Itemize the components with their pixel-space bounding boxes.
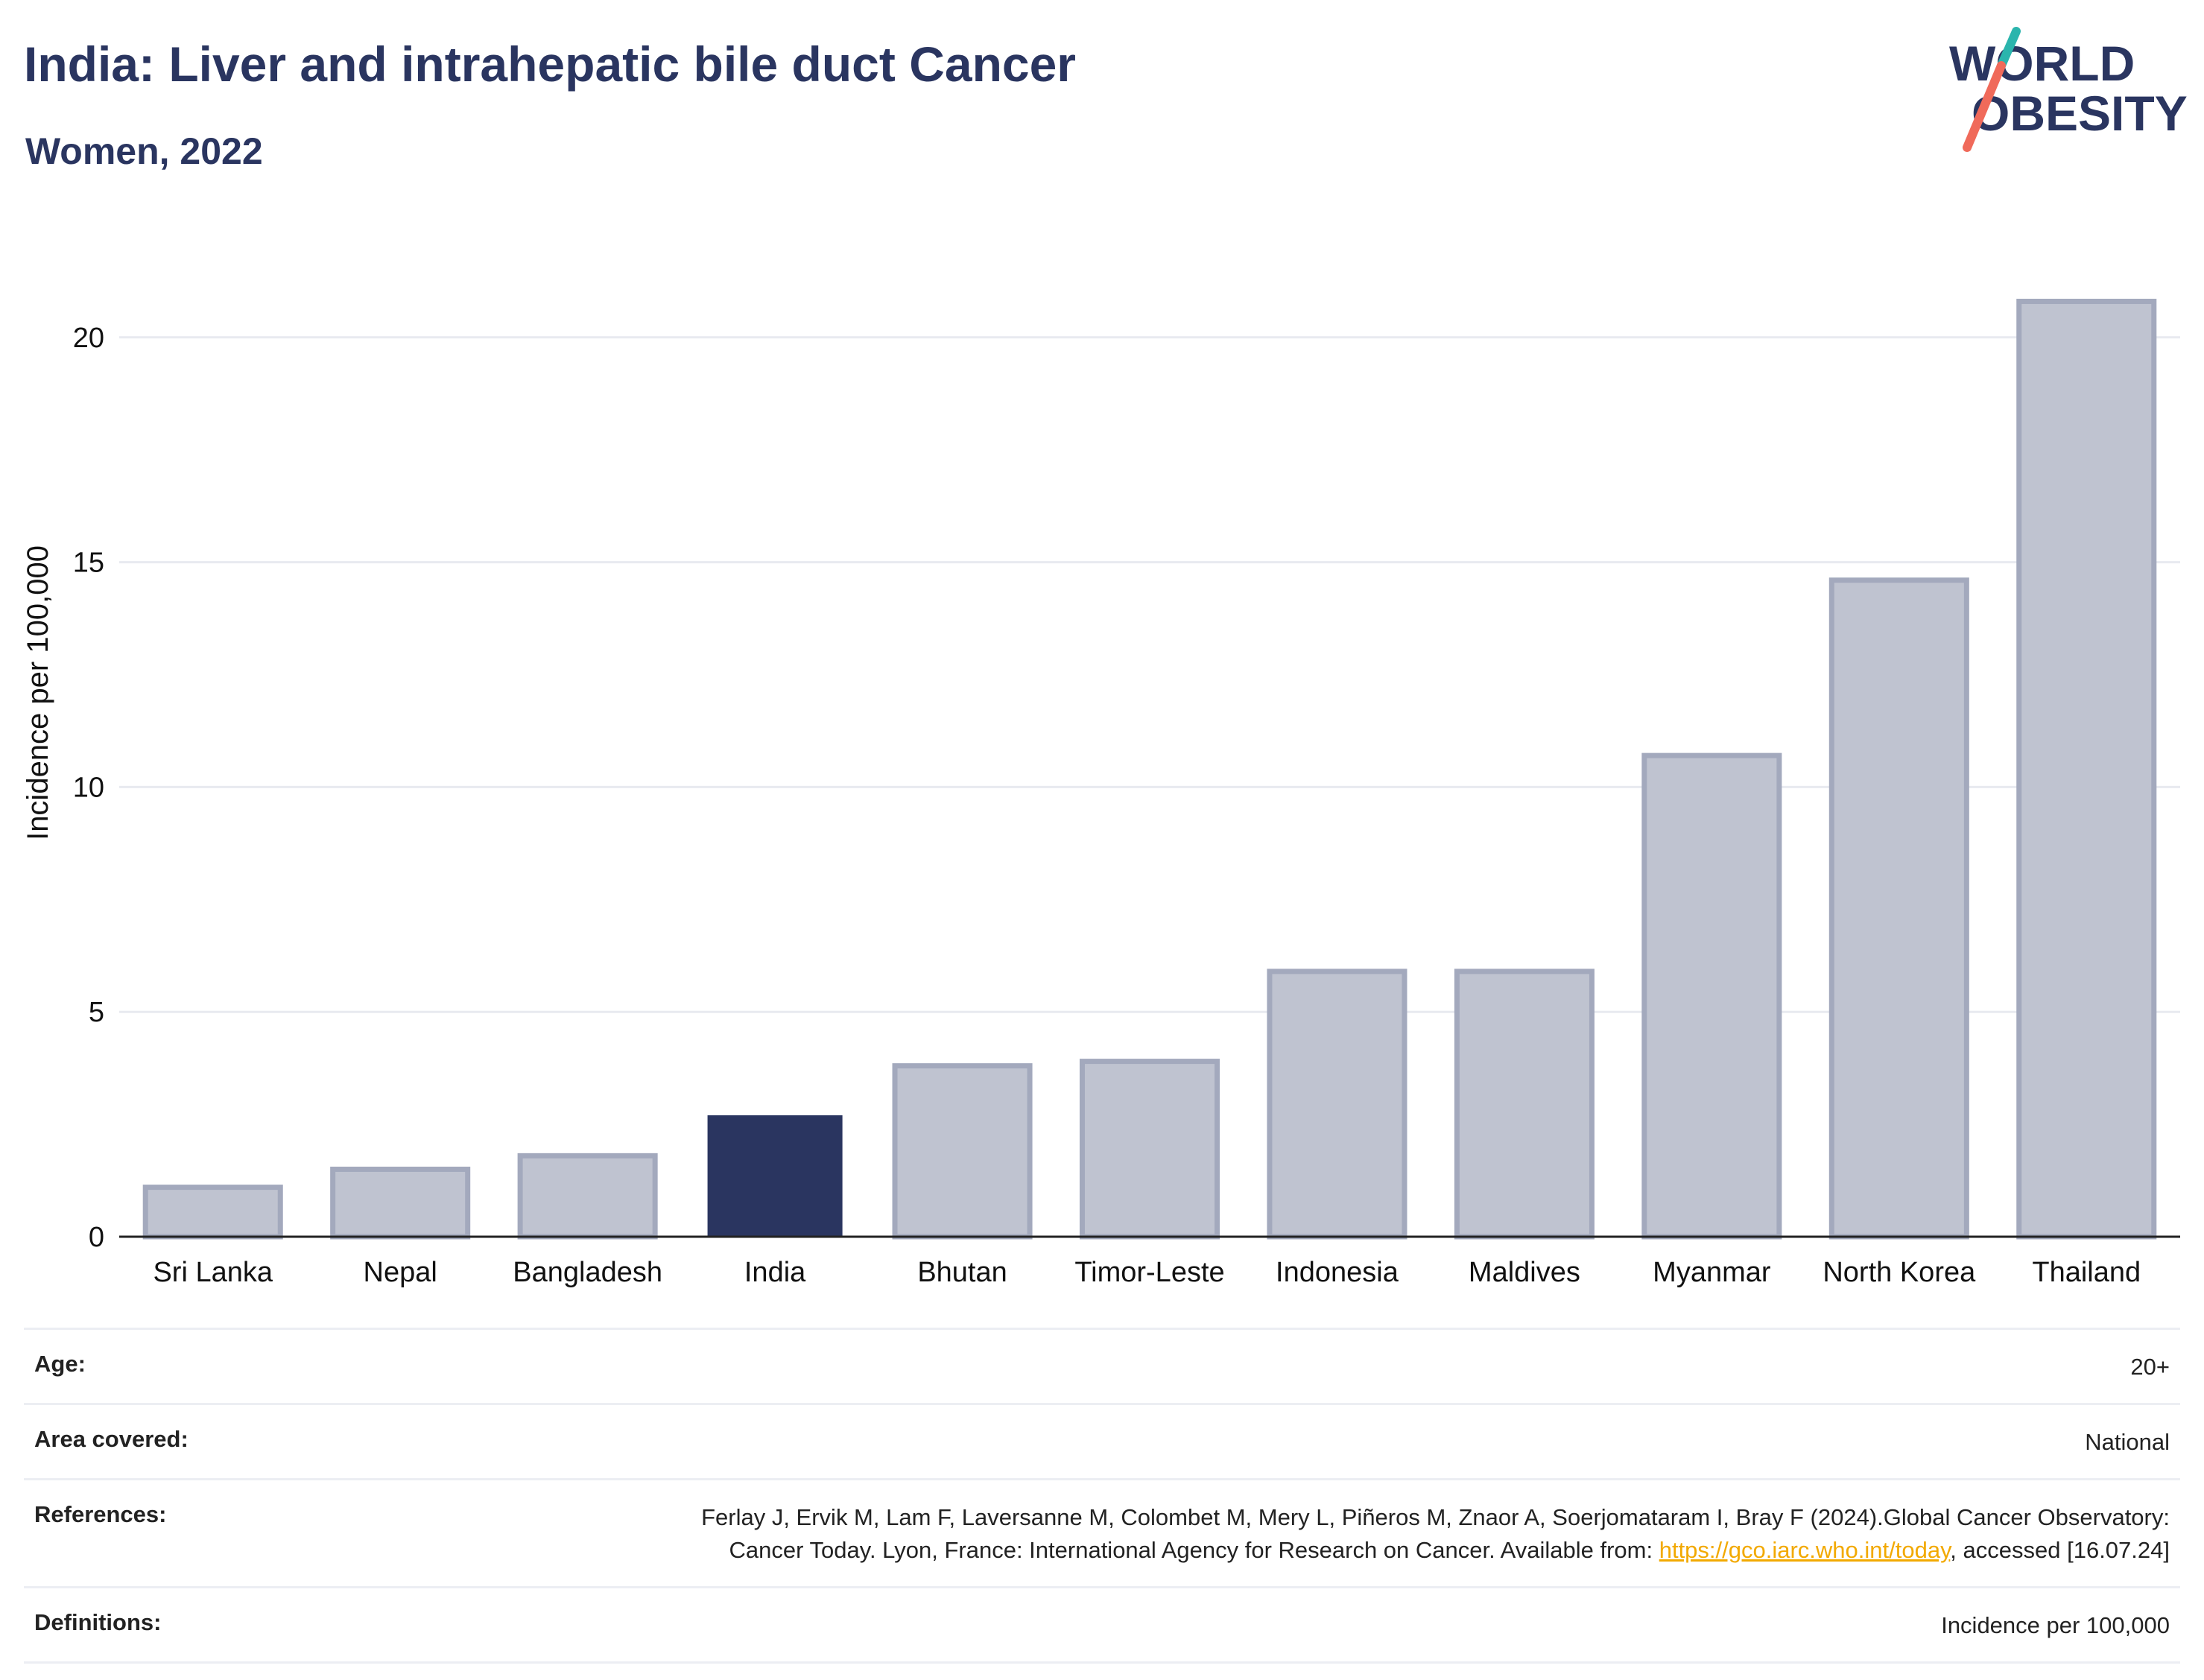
world-obesity-logo: WORLD OBESITY — [1949, 27, 2188, 152]
bar-bhutan — [892, 1063, 1033, 1240]
bar-north-korea — [1828, 577, 1969, 1240]
meta-row-area: Area covered: National — [24, 1403, 2180, 1478]
bar-myanmar — [1641, 752, 1782, 1240]
chart-subtitle: Women, 2022 — [25, 130, 263, 172]
references-link[interactable]: https://gco.iarc.who.int/today — [1659, 1537, 1951, 1563]
bar-chart: 0 5 10 15 20 Sri Lanka Nepal Bangladesh India Bhu… — [22, 299, 2180, 1288]
y-axis-label: Incidence per 100,000 — [22, 545, 54, 840]
definitions-label: Definitions: — [34, 1609, 162, 1635]
y-tick-label: 10 — [73, 772, 104, 803]
x-tick-label: Bangladesh — [513, 1257, 662, 1288]
x-tick-label: North Korea — [1823, 1257, 1976, 1288]
bar-india — [707, 1115, 843, 1237]
bars — [142, 299, 2157, 1240]
meta-row-references: References: Ferlay J, Ervik M, Lam F, La… — [24, 1478, 2180, 1586]
y-tick-label: 5 — [89, 997, 104, 1028]
x-tick-label: Nepal — [364, 1257, 437, 1288]
logo-slash-teal — [1997, 27, 2021, 70]
axes: 0 5 10 15 20 Sri Lanka Nepal Bangladesh India Bhu… — [73, 323, 2180, 1288]
logo-slash-coral — [1963, 61, 2006, 152]
y-tick-label: 0 — [89, 1222, 104, 1253]
definitions-value: Incidence per 100,000 — [1941, 1612, 2170, 1638]
x-tick-label: Myanmar — [1653, 1257, 1771, 1288]
age-label: Age: — [34, 1351, 86, 1377]
logo-world-text: WORLD — [1949, 36, 2135, 91]
y-tick-label: 20 — [73, 323, 104, 354]
chart-title: India: Liver and intrahepatic bile duct … — [24, 37, 1076, 92]
bar-timor-leste — [1079, 1059, 1220, 1240]
area-value: National — [2085, 1429, 2170, 1455]
age-value: 20+ — [2130, 1354, 2170, 1380]
references-text: Ferlay J, Ervik M, Lam F, Laversanne M, … — [701, 1504, 2170, 1563]
x-tick-label: Bhutan — [917, 1257, 1007, 1288]
bar-nepal — [330, 1166, 471, 1240]
logo-obesity-text: OBESITY — [1972, 86, 2188, 141]
x-tick-label: Sri Lanka — [153, 1257, 273, 1288]
references-accessed: , accessed [16.07.24] — [1950, 1537, 2170, 1563]
x-tick-label: Thailand — [2032, 1257, 2141, 1288]
meta-row-definitions: Definitions: Incidence per 100,000 — [24, 1586, 2180, 1664]
area-label: Area covered: — [34, 1426, 189, 1452]
metadata-table: Age: 20+ Area covered: National Referenc… — [24, 1328, 2180, 1664]
bar-indonesia — [1267, 969, 1407, 1240]
references-value: Ferlay J, Ervik M, Lam F, Laversanne M, … — [680, 1501, 2170, 1567]
bar-sri-lanka — [142, 1185, 283, 1240]
x-tick-label: Timor-Leste — [1074, 1257, 1224, 1288]
references-label: References: — [34, 1501, 167, 1527]
x-tick-label: India — [744, 1257, 806, 1288]
bar-bangladesh — [517, 1153, 658, 1240]
x-tick-label: Indonesia — [1276, 1257, 1399, 1288]
y-tick-label: 15 — [73, 548, 104, 579]
bar-thailand — [2016, 299, 2157, 1240]
bar-maldives — [1454, 969, 1595, 1240]
x-tick-label: Maldives — [1469, 1257, 1580, 1288]
meta-row-age: Age: 20+ — [24, 1328, 2180, 1403]
